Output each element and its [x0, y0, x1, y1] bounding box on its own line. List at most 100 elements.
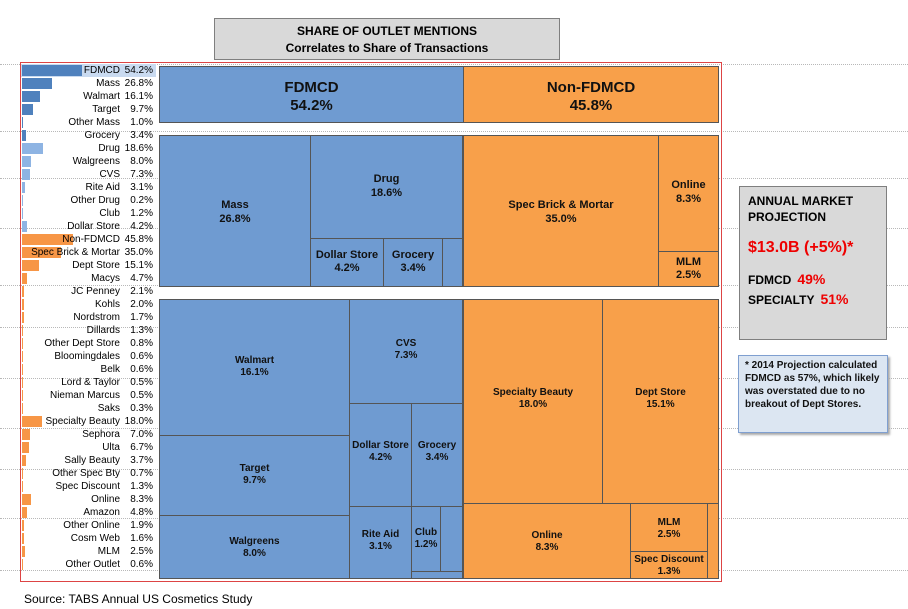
- outlet-bar-row[interactable]: Macys 4.7%: [21, 272, 156, 285]
- outlet-bar-row[interactable]: Ulta 6.7%: [21, 441, 156, 454]
- outlet-bar-row[interactable]: Specialty Beauty 18.0%: [21, 415, 156, 428]
- outlet-bar-row[interactable]: Other Dept Store 0.8%: [21, 337, 156, 350]
- outlet-bar-row[interactable]: Walmart 16.1%: [21, 90, 156, 103]
- tm-other-orange[interactable]: [707, 503, 719, 579]
- tm-target[interactable]: Target 9.7%: [159, 435, 350, 516]
- outlet-bar-row[interactable]: Mass 26.8%: [21, 77, 156, 90]
- outlet-bar-row[interactable]: Spec Brick & Mortar 35.0%: [21, 246, 156, 259]
- tm-online[interactable]: Online 8.3%: [463, 503, 631, 579]
- outlet-bar-label: Sally Beauty: [64, 455, 120, 466]
- tm-other-mass-mid[interactable]: [442, 238, 463, 287]
- outlet-bar-row[interactable]: CVS 7.3%: [21, 168, 156, 181]
- tm-grocery-mid[interactable]: Grocery 3.4%: [383, 238, 443, 287]
- outlet-bar-row[interactable]: Other Outlet 0.6%: [21, 558, 156, 571]
- outlet-bar-row[interactable]: Grocery 3.4%: [21, 129, 156, 142]
- tm-spec-brick-mortar[interactable]: Spec Brick & Mortar 35.0%: [463, 135, 659, 287]
- outlet-bar-label: Lord & Taylor: [61, 377, 120, 388]
- outlet-bar-row[interactable]: Saks 0.3%: [21, 402, 156, 415]
- outlet-bar-label: Rite Aid: [85, 182, 120, 193]
- outlet-bar-label: JC Penney: [71, 286, 120, 297]
- outlet-bar-row[interactable]: Non-FDMCD 45.8%: [21, 233, 156, 246]
- tm-online-mid-value: 8.3%: [675, 193, 702, 205]
- outlet-bar-row[interactable]: Online 8.3%: [21, 493, 156, 506]
- outlet-bar-row[interactable]: Nordstrom 1.7%: [21, 311, 156, 324]
- outlet-bar-label: Dollar Store: [67, 221, 120, 232]
- tm-rite-aid-value: 3.1%: [369, 541, 392, 552]
- outlet-bar-row[interactable]: FDMCD 54.2%: [21, 64, 156, 77]
- tm-cvs[interactable]: CVS 7.3%: [349, 299, 463, 404]
- outlet-bar: [22, 533, 24, 544]
- outlet-bar-row[interactable]: Dollar Store 4.2%: [21, 220, 156, 233]
- tm-grocery-mid-value: 3.4%: [400, 262, 426, 274]
- outlet-bar-row[interactable]: Rite Aid 3.1%: [21, 181, 156, 194]
- tm-dollar-store-mid[interactable]: Dollar Store 4.2%: [310, 238, 384, 287]
- outlet-bar-row[interactable]: Sally Beauty 3.7%: [21, 454, 156, 467]
- outlet-bar-row[interactable]: Other Mass 1.0%: [21, 116, 156, 129]
- tm-online-mid[interactable]: Online 8.3%: [658, 135, 719, 252]
- tm-dollar-store[interactable]: Dollar Store 4.2%: [349, 403, 412, 507]
- outlet-bar-value: 7.0%: [130, 429, 153, 440]
- outlet-bar: [22, 455, 27, 466]
- outlet-bar-row[interactable]: Kohls 2.0%: [21, 298, 156, 311]
- outlet-bar-row[interactable]: Lord & Taylor 0.5%: [21, 376, 156, 389]
- projection-title-line2: PROJECTION: [748, 210, 827, 224]
- outlet-bar-row[interactable]: Walgreens 8.0%: [21, 155, 156, 168]
- outlet-bar: [22, 247, 61, 258]
- outlet-bar-row[interactable]: JC Penney 2.1%: [21, 285, 156, 298]
- tm-walmart-value: 16.1%: [240, 367, 269, 378]
- outlet-bar-row[interactable]: Target 9.7%: [21, 103, 156, 116]
- outlet-bar-row[interactable]: Dept Store 15.1%: [21, 259, 156, 272]
- outlet-bar: [22, 351, 23, 362]
- outlet-bar-value: 35.0%: [124, 247, 153, 258]
- tm-mlm-name: MLM: [657, 517, 681, 528]
- outlet-bar-row[interactable]: Other Drug 0.2%: [21, 194, 156, 207]
- tm-rite-aid[interactable]: Rite Aid 3.1%: [349, 506, 412, 579]
- outlet-bar-row[interactable]: Spec Discount 1.3%: [21, 480, 156, 493]
- outlet-bar-label: Mass: [96, 78, 120, 89]
- projection-fdmcd-row: FDMCD 49%: [748, 271, 878, 287]
- outlet-bar-row[interactable]: MLM 2.5%: [21, 545, 156, 558]
- tm-mlm[interactable]: MLM 2.5%: [630, 503, 708, 552]
- tm-other-small-2[interactable]: [411, 571, 463, 579]
- outlet-bar-row[interactable]: Cosm Web 1.6%: [21, 532, 156, 545]
- tm-non-fdmcd[interactable]: Non-FDMCD 45.8%: [463, 66, 719, 123]
- tm-mass-name: Mass: [221, 199, 249, 211]
- outlet-bar-label: Walgreens: [72, 156, 120, 167]
- outlet-bar-row[interactable]: Dillards 1.3%: [21, 324, 156, 337]
- outlet-bar-value: 15.1%: [124, 260, 153, 271]
- outlet-bar-label: Drug: [98, 143, 120, 154]
- outlet-bar-row[interactable]: Bloomingdales 0.6%: [21, 350, 156, 363]
- outlet-bar-row[interactable]: Other Spec Bty 0.7%: [21, 467, 156, 480]
- outlet-bar-row[interactable]: Amazon 4.8%: [21, 506, 156, 519]
- outlet-bar-row[interactable]: Other Online 1.9%: [21, 519, 156, 532]
- outlet-bar-row[interactable]: Nieman Marcus 0.5%: [21, 389, 156, 402]
- outlet-bar-label: Other Online: [63, 520, 120, 531]
- tm-online-value: 8.3%: [535, 542, 559, 553]
- tm-club[interactable]: Club 1.2%: [411, 506, 441, 572]
- tm-specialty-beauty[interactable]: Specialty Beauty 18.0%: [463, 299, 603, 504]
- outlet-bar: [22, 390, 23, 401]
- projection-footnote: * 2014 Projection calculated FDMCD as 57…: [738, 355, 888, 433]
- outlet-bar-row[interactable]: Drug 18.6%: [21, 142, 156, 155]
- outlet-bar-row[interactable]: Belk 0.6%: [21, 363, 156, 376]
- tm-online-mid-name: Online: [671, 179, 706, 191]
- market-projection-box: ANNUAL MARKET PROJECTION $13.0B (+5%)* F…: [739, 186, 887, 340]
- tm-walgreens[interactable]: Walgreens 8.0%: [159, 515, 350, 579]
- tm-fdmcd[interactable]: FDMCD 54.2%: [159, 66, 464, 123]
- outlet-bar-row[interactable]: Sephora 7.0%: [21, 428, 156, 441]
- tm-walmart[interactable]: Walmart 16.1%: [159, 299, 350, 436]
- tm-mlm-mid[interactable]: MLM 2.5%: [658, 251, 719, 287]
- outlet-bar-label: CVS: [99, 169, 120, 180]
- projection-fdmcd-pct: 49%: [797, 271, 826, 287]
- outlet-bar-row[interactable]: Club 1.2%: [21, 207, 156, 220]
- tm-mass[interactable]: Mass 26.8%: [159, 135, 311, 287]
- tm-dept-store[interactable]: Dept Store 15.1%: [602, 299, 719, 504]
- outlet-bar-label: Spec Brick & Mortar: [31, 247, 120, 258]
- tm-drug-value: 18.6%: [370, 187, 403, 199]
- tm-spec-discount[interactable]: Spec Discount 1.3%: [630, 551, 708, 579]
- outlet-bar: [22, 91, 40, 102]
- tm-other-small-1[interactable]: [440, 506, 463, 572]
- tm-drug[interactable]: Drug 18.6%: [310, 135, 463, 239]
- tm-grocery[interactable]: Grocery 3.4%: [411, 403, 463, 507]
- outlet-bar-value: 0.8%: [130, 338, 153, 349]
